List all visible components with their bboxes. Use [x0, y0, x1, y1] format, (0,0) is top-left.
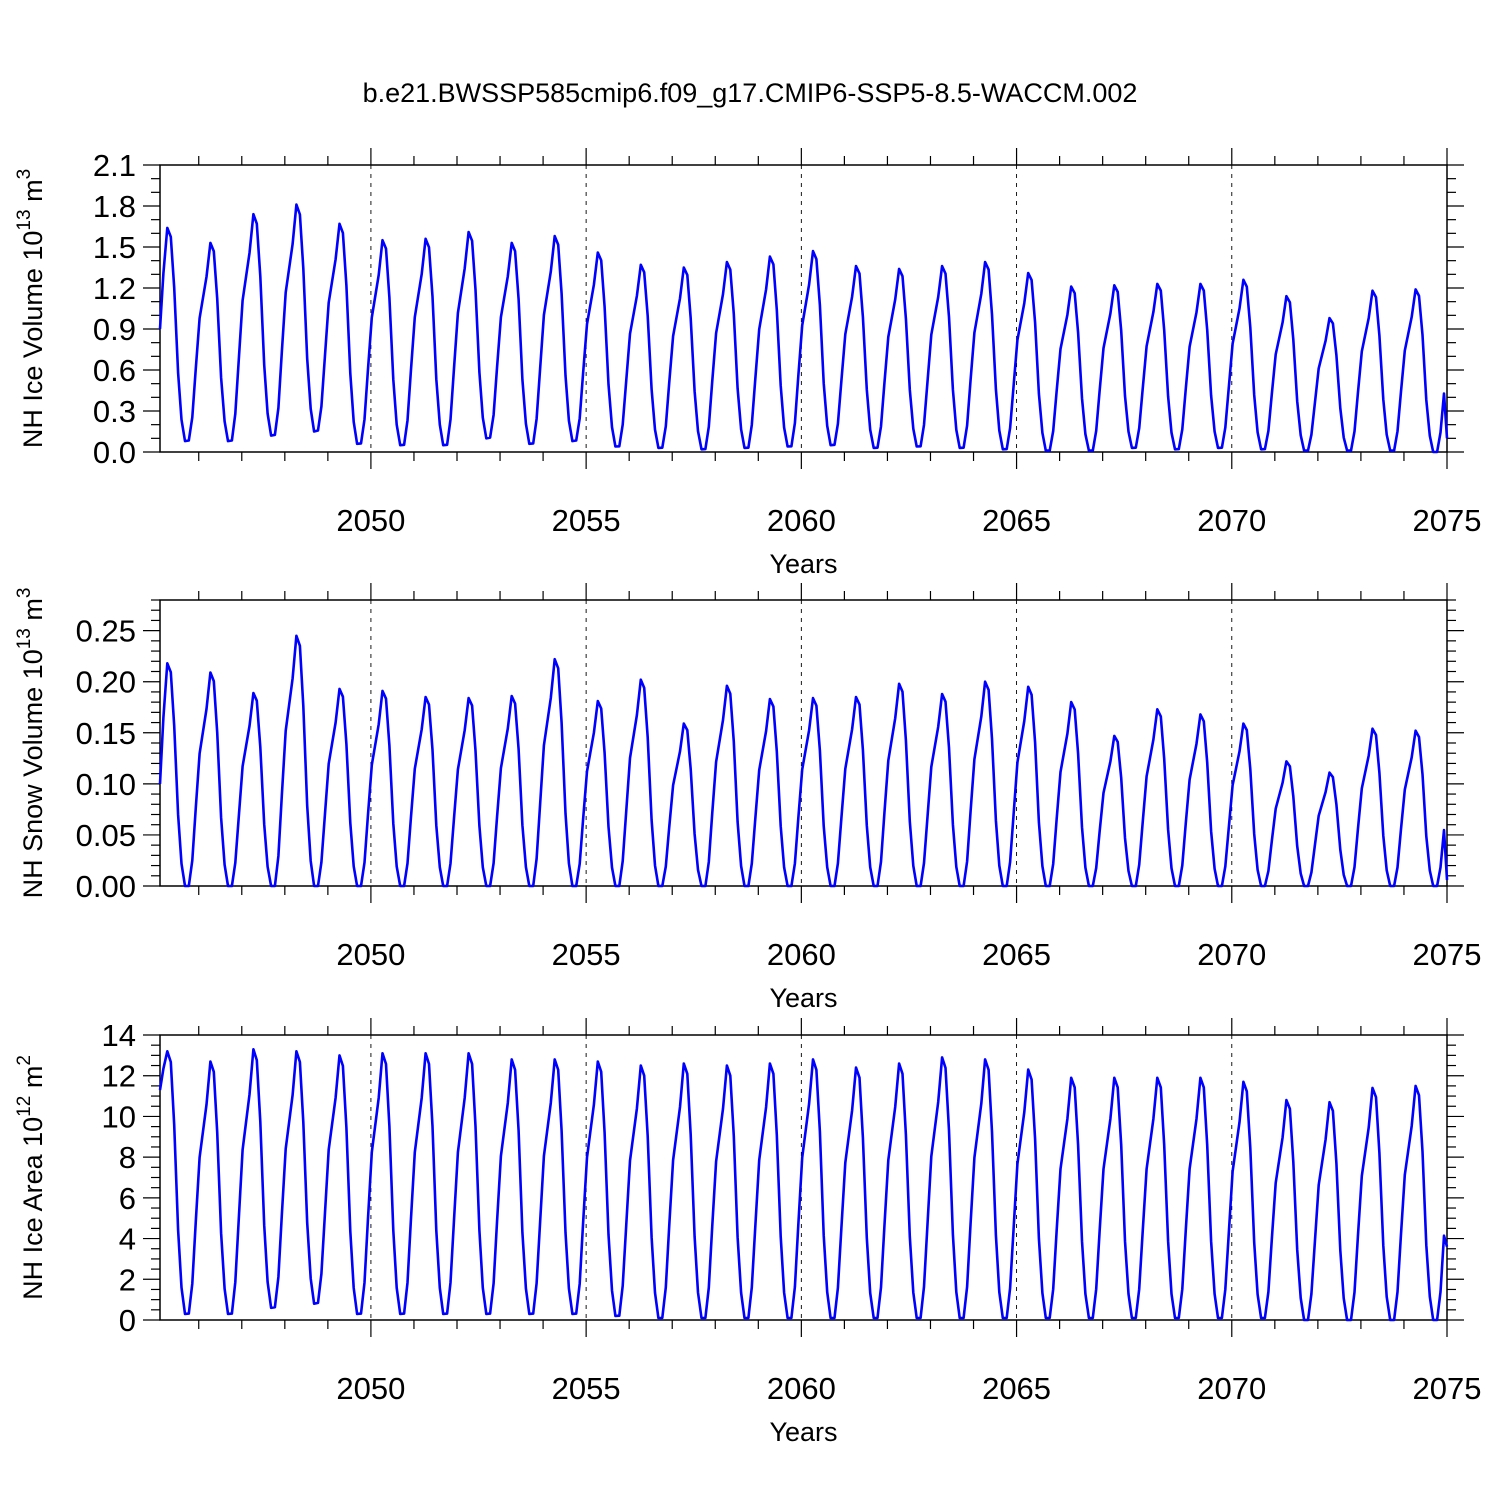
y-tick-label: 0.25 — [76, 614, 136, 649]
series-line — [158, 1048, 1449, 1322]
y-axis-label-exponent: 13 — [14, 209, 35, 230]
panel-2: 2050 2055 2060 2065 2070 2075 0.00 0.05 0.10 0.15… — [14, 583, 1481, 1013]
y-tick-label: 0.6 — [93, 353, 136, 388]
y-tick-label: 1.5 — [93, 230, 136, 265]
x-tick-label: 2055 — [552, 1371, 621, 1406]
x-tick-label: 2075 — [1413, 937, 1482, 972]
y-axis-label-exponent: 13 — [14, 628, 35, 649]
y-tick-label: 12 — [102, 1059, 136, 1094]
figure-title: b.e21.BWSSP585cmip6.f09_g17.CMIP6-SSP5-8… — [363, 78, 1138, 108]
panel-3: 2050 2055 2060 2065 2070 2075 0 2 4 6 8 10 12 14 Years… — [14, 1018, 1481, 1447]
y-tick-label: 10 — [102, 1099, 136, 1134]
x-tick-label: 2070 — [1197, 503, 1266, 538]
y-axis-label-unit: m — [18, 1066, 48, 1096]
series-line — [158, 203, 1449, 454]
x-tick-label: 2055 — [552, 503, 621, 538]
y-tick-label: 4 — [119, 1222, 136, 1257]
x-axis-label: Years — [769, 549, 837, 579]
x-tick-label: 2070 — [1197, 1371, 1266, 1406]
y-axis-label-exponent: 12 — [14, 1096, 35, 1117]
y-tick-label: 0.00 — [76, 869, 136, 904]
x-tick-label: 2060 — [767, 937, 836, 972]
x-tick-label: 2060 — [767, 503, 836, 538]
x-axis-label: Years — [769, 1417, 837, 1447]
y-axis-label-unit-exponent: 3 — [14, 588, 35, 599]
x-tick-label: 2055 — [552, 937, 621, 972]
x-axis-label: Years — [769, 983, 837, 1013]
y-axis-label-unit: m — [18, 598, 48, 628]
x-tick-label: 2050 — [336, 937, 405, 972]
y-tick-label: 6 — [119, 1181, 136, 1216]
series-line — [158, 634, 1449, 888]
y-tick-label: 2.1 — [93, 148, 136, 183]
x-tick-label: 2060 — [767, 1371, 836, 1406]
x-tick-label: 2050 — [336, 503, 405, 538]
y-axis-label-unit-exponent: 3 — [14, 169, 35, 180]
y-tick-label: 0.10 — [76, 767, 136, 802]
y-axis-label: NH Ice Area 1012 m2 — [14, 1055, 48, 1300]
y-tick-label: 1.2 — [93, 271, 136, 306]
y-tick-label: 0.0 — [93, 435, 136, 470]
y-axis-label-unit: m — [18, 179, 48, 209]
x-tick-label: 2065 — [982, 937, 1051, 972]
y-tick-label: 0 — [119, 1303, 136, 1338]
y-axis-label-unit-exponent: 2 — [14, 1055, 35, 1066]
y-tick-label: 1.8 — [93, 189, 136, 224]
x-tick-label: 2070 — [1197, 937, 1266, 972]
panel-1: 2050 2055 2060 2065 2070 2075 0.0 0.3 0.6 0.9 1.2 1… — [14, 148, 1481, 579]
y-axis-label-text: NH Snow Volume 10 — [18, 649, 48, 898]
x-tick-label: 2050 — [336, 1371, 405, 1406]
y-tick-label: 0.20 — [76, 665, 136, 700]
y-tick-label: 14 — [102, 1018, 136, 1053]
y-tick-label: 8 — [119, 1140, 136, 1175]
panels: 2050 2055 2060 2065 2070 2075 0.0 0.3 0.6 0.9 1.2 1… — [14, 148, 1481, 1447]
x-tick-label: 2075 — [1413, 1371, 1482, 1406]
x-tick-label: 2075 — [1413, 503, 1482, 538]
y-axis-label: NH Ice Volume 1013 m3 — [14, 169, 48, 448]
y-axis-label: NH Snow Volume 1013 m3 — [14, 588, 48, 899]
y-tick-label: 0.05 — [76, 818, 136, 853]
y-tick-label: 0.3 — [93, 394, 136, 429]
x-tick-label: 2065 — [982, 1371, 1051, 1406]
x-tick-label: 2065 — [982, 503, 1051, 538]
y-tick-label: 0.15 — [76, 716, 136, 751]
y-tick-label: 2 — [119, 1262, 136, 1297]
y-axis-label-text: NH Ice Area 10 — [18, 1117, 48, 1300]
y-tick-label: 0.9 — [93, 312, 136, 347]
y-axis-label-text: NH Ice Volume 10 — [18, 231, 48, 449]
